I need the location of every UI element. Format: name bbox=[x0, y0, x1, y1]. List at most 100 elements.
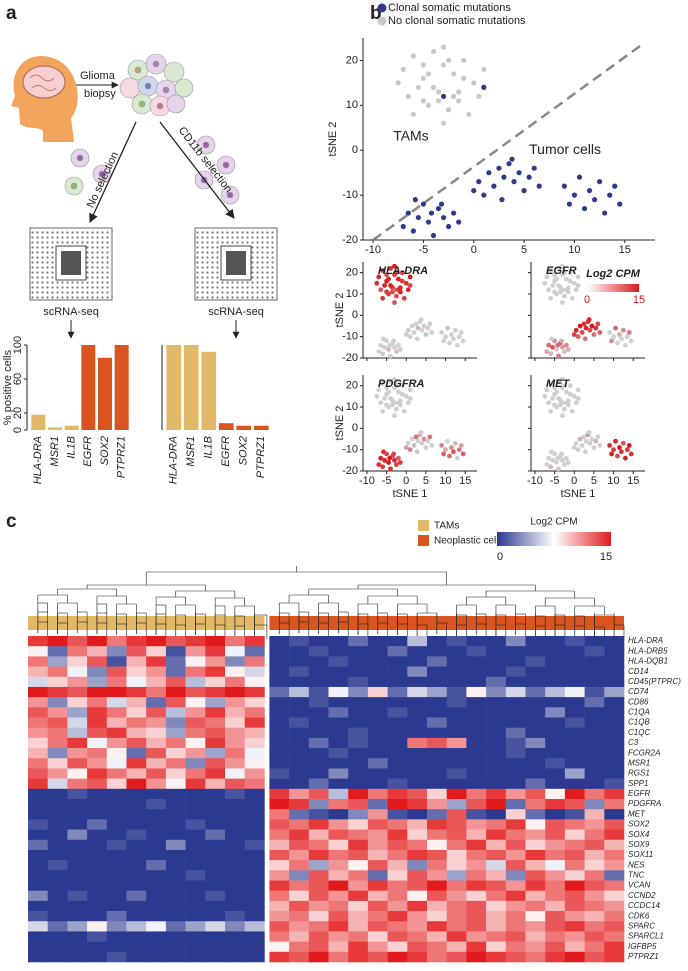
heatmap-cell bbox=[165, 860, 186, 871]
heatmap-cell bbox=[205, 941, 226, 953]
diagram-label: scRNA-seq bbox=[208, 306, 264, 318]
heatmap-cell bbox=[244, 727, 265, 739]
heatmap-cell bbox=[165, 717, 186, 728]
heatmap-cell bbox=[269, 951, 290, 963]
point bbox=[607, 192, 613, 198]
legend-label: No clonal somatic mutations bbox=[388, 15, 526, 27]
heatmap-cell bbox=[328, 707, 349, 718]
heatmap-cell bbox=[28, 900, 48, 912]
heatmap-cell bbox=[205, 839, 226, 851]
heatmap-cell bbox=[106, 636, 127, 647]
heatmap-cell bbox=[146, 717, 167, 728]
x-tick-label: 15 bbox=[619, 244, 631, 256]
point bbox=[573, 287, 579, 293]
heatmap-cell bbox=[446, 717, 467, 728]
heatmap-cell bbox=[244, 951, 265, 963]
heatmap-cell bbox=[564, 636, 585, 647]
point bbox=[617, 201, 623, 207]
heatmap-cell bbox=[328, 890, 349, 902]
heatmap-cell bbox=[126, 758, 147, 769]
cell-cluster bbox=[119, 53, 194, 117]
point bbox=[456, 219, 462, 225]
point bbox=[420, 75, 427, 81]
heatmap-cell bbox=[67, 727, 88, 739]
point bbox=[567, 391, 573, 397]
arrow bbox=[89, 121, 137, 223]
heatmap-cell bbox=[446, 951, 467, 963]
heatmap-cell bbox=[466, 941, 487, 953]
heatmap-cell bbox=[126, 778, 147, 790]
heatmap-cell bbox=[87, 666, 108, 678]
heatmap-cell bbox=[328, 646, 349, 657]
heatmap-cell bbox=[28, 931, 48, 942]
point bbox=[552, 385, 557, 391]
heatmap-cell bbox=[165, 931, 186, 942]
point bbox=[586, 188, 593, 194]
heatmap-cell bbox=[87, 748, 108, 759]
heatmap-cell bbox=[466, 849, 487, 861]
point bbox=[454, 455, 460, 461]
heatmap-cell bbox=[308, 636, 329, 647]
heatmap-cell bbox=[505, 890, 526, 902]
heatmap-cell bbox=[106, 707, 127, 718]
heatmap-cell bbox=[604, 748, 625, 759]
heatmap-cell bbox=[407, 839, 428, 851]
heatmap-cell bbox=[269, 778, 290, 790]
heatmap-cell bbox=[387, 636, 408, 647]
point bbox=[423, 445, 429, 450]
heatmap-cell bbox=[427, 931, 447, 942]
heatmap-cell bbox=[269, 697, 290, 708]
heatmap-cell bbox=[106, 911, 127, 922]
heatmap-cell bbox=[165, 849, 186, 861]
heatmap-cell bbox=[87, 758, 108, 769]
heatmap-cell bbox=[348, 717, 369, 728]
y-tick-label: 0 bbox=[12, 427, 24, 433]
heatmap-cell bbox=[505, 839, 526, 851]
heatmap-cell bbox=[269, 748, 290, 759]
heatmap-cell bbox=[387, 666, 408, 678]
heatmap-cell bbox=[185, 748, 206, 759]
heatmap-cell bbox=[308, 819, 329, 830]
point bbox=[544, 274, 550, 280]
heatmap-cell bbox=[87, 941, 108, 953]
heatmap-cell bbox=[28, 676, 48, 688]
heatmap-cell bbox=[564, 707, 585, 718]
heatmap-cell bbox=[269, 799, 290, 810]
heatmap-cell bbox=[328, 697, 349, 708]
heatmap-cell bbox=[564, 819, 585, 830]
colorbar-title: Log2 CPM bbox=[586, 268, 641, 280]
heatmap-cell bbox=[604, 829, 625, 841]
colorbar-title: Log2 CPM bbox=[530, 517, 577, 528]
point bbox=[435, 205, 442, 212]
point bbox=[439, 443, 445, 448]
heatmap-cell bbox=[244, 676, 265, 688]
heatmap-cell bbox=[446, 666, 467, 678]
heatmap-cell bbox=[87, 931, 108, 942]
heatmap-cell bbox=[505, 880, 526, 891]
point bbox=[628, 451, 634, 457]
heatmap-cell bbox=[28, 911, 48, 922]
y-tick-label: -20 bbox=[342, 465, 358, 477]
heatmap-cell bbox=[47, 911, 68, 922]
heatmap-cell bbox=[244, 748, 265, 759]
point bbox=[542, 393, 548, 399]
heatmap-cell bbox=[525, 809, 546, 820]
point bbox=[421, 323, 427, 329]
heatmap-cell bbox=[126, 911, 147, 922]
point bbox=[622, 342, 628, 348]
heatmap-cell bbox=[564, 921, 585, 932]
heatmap-cell bbox=[466, 839, 487, 851]
point bbox=[544, 387, 550, 393]
heatmap-cell bbox=[427, 717, 447, 728]
heatmap-cell bbox=[407, 676, 428, 688]
heatmap-cell bbox=[466, 870, 487, 881]
point bbox=[571, 332, 577, 337]
heatmap-cell bbox=[225, 951, 245, 963]
heatmap-cell bbox=[387, 758, 408, 769]
heatmap-cell bbox=[407, 799, 428, 810]
heatmap-cell bbox=[47, 636, 68, 647]
heatmap-cell bbox=[348, 656, 369, 667]
heatmap-cell bbox=[28, 636, 48, 647]
point bbox=[440, 120, 447, 126]
heatmap-cell bbox=[165, 646, 186, 657]
